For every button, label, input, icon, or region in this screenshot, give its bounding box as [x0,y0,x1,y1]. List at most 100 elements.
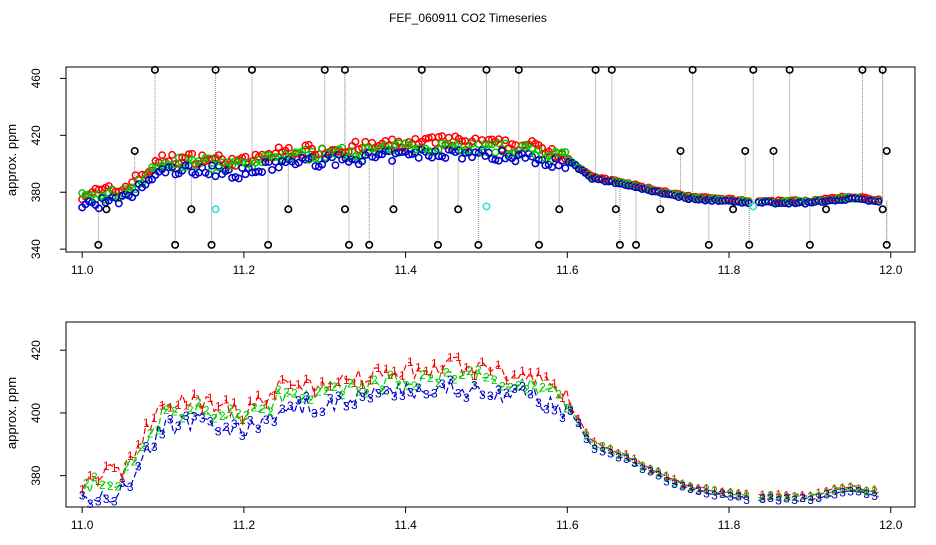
bottom-point-3: 3 [775,494,782,508]
bottom-point-1: 1 [727,486,734,500]
bottom-point-3: 3 [591,442,598,456]
top-point-red [284,143,293,152]
bottom-point-2: 2 [179,412,186,426]
top-point-blue [491,155,500,164]
bottom-point-2: 2 [563,402,570,416]
bottom-point-1: 1 [847,480,854,494]
bottom-point-3: 3 [527,387,534,401]
bottom-point-2: 2 [371,373,378,387]
top-point-blue [164,163,173,172]
bottom-point-2: 2 [491,373,498,387]
bottom-point-3: 3 [519,380,526,394]
top-point-blue [874,197,883,206]
bottom-point-2: 2 [427,371,434,385]
bottom-point-1: 1 [543,370,550,384]
bottom-point-3: 3 [815,491,822,505]
bottom-point-3: 3 [543,403,550,417]
bottom-point-2: 2 [735,488,742,502]
bottom-point-2: 2 [507,380,514,394]
top-point-black [805,240,814,249]
bottom-point-2: 2 [727,486,734,500]
bottom-point-3: 3 [415,381,422,395]
top-point-black [822,205,831,214]
bottom-point-3: 3 [407,385,414,399]
top-point-black [591,65,600,74]
bottom-point-2: 2 [379,383,386,397]
bottom-point-2: 2 [91,470,98,484]
top-point-black [878,205,887,214]
bottom-point-2: 2 [363,386,370,400]
bottom-point-1: 1 [767,489,774,503]
bottom-point-3: 3 [247,414,254,428]
bottom-point-3: 3 [359,390,366,404]
top-point-black [94,240,103,249]
bottom-point-1: 1 [295,377,302,391]
top-point-red [344,147,353,156]
bottom-point-2: 2 [187,403,194,417]
bottom-point-2: 2 [139,440,146,454]
top-point-black [340,65,349,74]
bottom-point-2: 2 [631,455,638,469]
top-ytick-label: 340 [29,239,43,259]
bottom-xtick-label: 11.0 [71,518,94,532]
bottom-point-3: 3 [487,389,494,403]
bottom-y-label: approx. ppm [4,377,19,449]
bottom-point-1: 1 [527,366,534,380]
bottom-point-3: 3 [767,491,774,505]
bottom-series-line-3 [81,377,879,506]
bottom-point-3: 3 [159,428,166,442]
top-point-green [561,148,570,156]
top-point-black [676,146,685,155]
top-point-red [158,151,167,160]
top-point-cyan [482,202,491,211]
bottom-point-3: 3 [695,484,702,498]
top-point-blue [414,153,423,162]
bottom-point-1: 1 [623,448,630,462]
top-point-blue [384,147,393,156]
top-point-green [558,148,566,157]
top-point-black [264,240,273,249]
bottom-point-3: 3 [631,456,638,470]
bottom-point-1: 1 [95,474,102,488]
bottom-point-3: 3 [759,492,766,506]
top-ytick-label: 380 [29,182,43,202]
bottom-point-2: 2 [443,365,450,379]
top-point-green [464,146,473,154]
top-point-blue [261,158,270,166]
top-point-black [878,65,887,74]
bottom-point-2: 2 [115,479,122,493]
bottom-point-2: 2 [775,490,782,504]
bottom-point-2: 2 [283,386,290,400]
bottom-point-3: 3 [103,492,110,506]
top-point-black [389,205,398,214]
top-point-green [491,148,500,157]
bottom-point-3: 3 [719,487,726,501]
bottom-point-3: 3 [783,492,790,506]
top-data-layer [78,65,891,249]
bottom-point-3: 3 [647,464,654,478]
top-point-black [555,205,564,214]
bottom-point-3: 3 [231,417,238,431]
bottom-point-3: 3 [511,382,518,396]
bottom-point-2: 2 [799,491,806,505]
bottom-point-1: 1 [807,489,814,503]
bottom-point-2: 2 [83,476,90,490]
bottom-point-1: 1 [175,398,182,412]
bottom-point-3: 3 [303,389,310,403]
bottom-point-1: 1 [151,411,158,425]
bottom-point-2: 2 [679,478,686,492]
bottom-point-1: 1 [231,395,238,409]
top-point-black [207,240,216,249]
bottom-point-3: 3 [167,412,174,426]
bottom-point-1: 1 [159,398,166,412]
bottom-point-3: 3 [111,494,118,508]
bottom-x-axis: 11.0 11.2 11.4 11.6 11.8 12.0 [71,507,903,532]
bottom-point-2: 2 [395,378,402,392]
bottom-point-1: 1 [687,479,694,493]
bottom-point-1: 1 [591,435,598,449]
bottom-point-2: 2 [871,485,878,499]
bottom-series-line-1 [81,356,879,498]
bottom-point-2: 2 [515,378,522,392]
bottom-point-3: 3 [351,398,358,412]
bottom-point-2: 2 [759,490,766,504]
